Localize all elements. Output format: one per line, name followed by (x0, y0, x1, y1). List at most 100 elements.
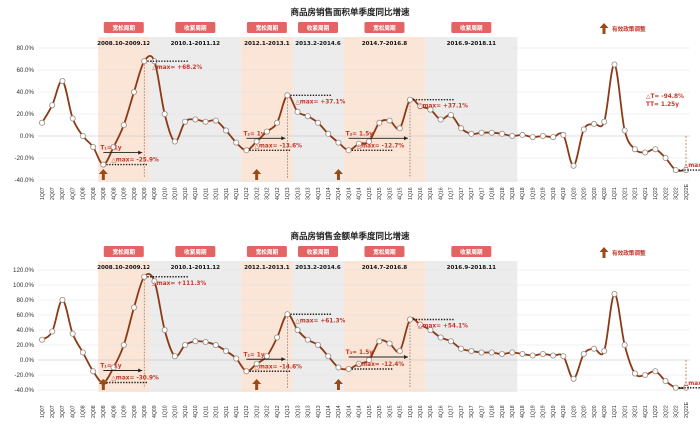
x-tick-label: 1Q20 (571, 187, 577, 200)
data-point (498, 350, 505, 357)
y-tick-label: -20.0% (14, 155, 34, 162)
data-point (120, 341, 127, 348)
phase-band (343, 261, 426, 392)
up-arrow-icon (599, 247, 609, 258)
data-point (591, 345, 598, 352)
data-point (69, 330, 76, 337)
data-point (672, 167, 679, 174)
data-point (49, 328, 56, 335)
data-point (437, 334, 444, 341)
data-point (519, 131, 526, 138)
y-tick-label: 20.0% (16, 342, 34, 349)
data-point (427, 106, 434, 113)
data-point (212, 341, 219, 348)
y-tick-label: 80.0% (16, 45, 34, 52)
data-point (458, 125, 465, 132)
data-point (79, 132, 86, 139)
x-tick-label: 2Q17 (459, 187, 465, 200)
x-tick-label: 1Q14 (326, 187, 332, 200)
up-arrow-icon (252, 169, 262, 180)
data-point (110, 143, 117, 150)
phase-band (292, 261, 344, 392)
x-tick-label: 3Q07 (60, 187, 66, 200)
up-arrow-icon (333, 379, 343, 390)
data-point (294, 108, 301, 115)
x-tick-label: 4Q12 (275, 405, 281, 418)
phase-period: 2012.1-2013.1 (244, 41, 290, 47)
data-point (417, 321, 424, 328)
x-tick-label: 1Q10 (162, 187, 168, 200)
x-tick-label: 3Q22 (674, 405, 680, 418)
t-period-label: T₁= 1y (100, 146, 121, 152)
x-tick-label: 3Q20 (592, 405, 598, 418)
t-period-label: T₁= 1y (100, 364, 121, 370)
phase-label: 收紧周期 (460, 24, 483, 32)
x-tick-label: 4Q14 (357, 405, 363, 418)
x-tick-label: 3Q11 (224, 406, 230, 418)
up-arrow-icon (252, 379, 262, 390)
data-point (488, 349, 495, 356)
phase-band (292, 37, 344, 182)
data-point (59, 296, 66, 303)
x-tick-label: 1Q18 (490, 405, 496, 418)
data-point (263, 128, 270, 135)
data-point (611, 61, 618, 68)
data-point (580, 350, 587, 357)
delta-annotation: △max= +61.3% (295, 318, 345, 324)
data-point (560, 353, 567, 360)
x-tick-label: 3Q21 (633, 405, 639, 418)
delta-annotation: △max= -12.7% (357, 143, 405, 149)
x-tick-label: 4Q17 (479, 187, 485, 200)
delta-annotation: △max= -25.9% (111, 158, 159, 164)
t-period-arrowhead (138, 150, 143, 155)
x-tick-label: 3Q17 (469, 405, 475, 418)
delta-annotation: △max= +54.1% (418, 324, 468, 330)
data-point (683, 167, 690, 174)
x-tick-label: 4Q20 (602, 405, 608, 418)
x-tick-label: 2Q12 (254, 187, 260, 200)
data-point (519, 350, 526, 357)
data-point (345, 365, 352, 372)
phase-period: 2012.1-2013.1 (244, 265, 290, 271)
x-tick-label: 1Q21 (612, 405, 618, 418)
x-tick-label: 2Q21 (622, 187, 628, 200)
data-point (335, 139, 342, 146)
x-tick-label: 3Q10 (183, 187, 189, 200)
x-tick-label: 4Q13 (316, 405, 322, 418)
x-tick-label: 2Q17 (459, 405, 465, 418)
data-point (560, 131, 567, 138)
x-tick-label: 4Q18 (520, 187, 526, 200)
phase-label-box (364, 22, 405, 33)
data-point (243, 147, 250, 154)
delta-annotation: △max= -14.6% (254, 364, 302, 370)
x-tick-label: 2Q16 (418, 187, 424, 200)
x-tick-label: 1Q07 (40, 187, 46, 200)
data-point (90, 143, 97, 150)
phase-period: 2010.1-2011.12 (171, 265, 220, 271)
phase-label-box (175, 246, 216, 257)
y-tick-label: 80.0% (16, 297, 34, 304)
x-tick-label: 2Q22E (684, 183, 690, 200)
data-point (335, 364, 342, 371)
x-tick-label: 2Q08 (91, 405, 97, 418)
x-tick-label: 3Q21 (633, 187, 639, 200)
data-point (580, 126, 587, 133)
legend-label: 有效政策调整 (612, 25, 646, 33)
x-tick-label: 4Q19 (561, 405, 567, 418)
series-line (41, 273, 687, 390)
data-point (509, 132, 516, 139)
phase-label-box (246, 22, 287, 33)
x-tick-label: 2Q20 (582, 405, 588, 418)
x-tick-label: 2Q19 (541, 405, 547, 418)
phase-band (425, 261, 518, 392)
x-tick-label: 4Q16 (438, 187, 444, 200)
x-tick-label: 4Q15 (398, 187, 404, 200)
data-point (284, 92, 291, 99)
x-tick-label: 2Q13 (295, 187, 301, 200)
data-point (171, 138, 178, 145)
data-point (683, 384, 690, 391)
data-point (468, 347, 475, 354)
data-point (498, 130, 505, 137)
x-tick-label: 1Q20 (571, 405, 577, 418)
data-point (304, 113, 311, 120)
